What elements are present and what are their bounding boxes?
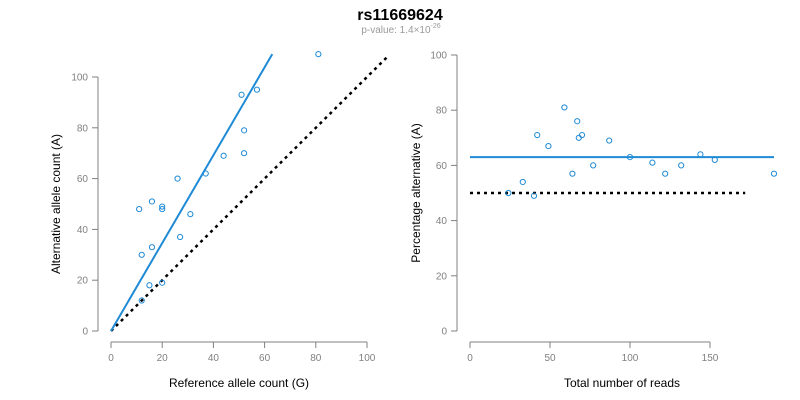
right-data-point — [561, 104, 568, 111]
left-x-tick-label: 80 — [310, 353, 322, 364]
left-x-tick-label: 20 — [157, 353, 169, 364]
right-data-point — [711, 156, 718, 163]
left-y-tick-label: 80 — [77, 123, 89, 134]
left-y-tick-label: 40 — [77, 225, 89, 236]
right-data-point — [505, 189, 512, 197]
right-y-tick-label: 60 — [436, 161, 448, 172]
left-data-point — [159, 205, 166, 213]
left-data-point — [253, 86, 261, 93]
left-x-tick-label: 0 — [108, 353, 114, 364]
right-data-point — [678, 162, 685, 169]
right-data-point — [662, 170, 669, 177]
left-fit-line — [110, 53, 274, 332]
left-data-point — [177, 233, 184, 241]
right-data-point — [770, 170, 778, 177]
right-x-tick-label: 150 — [702, 353, 719, 364]
right-data-point — [569, 170, 576, 177]
left-data-point — [148, 244, 156, 251]
right-x-axis-label: Total number of reads — [564, 376, 680, 390]
left-panel-scatter: 0 20 40 60 80 100 0 20 40 60 80 100 Reference allele… — [49, 51, 389, 390]
left-data-point — [241, 127, 248, 134]
left-y-tick-label: 100 — [71, 73, 88, 84]
left-y-tick-label: 0 — [82, 327, 88, 338]
right-data-point — [590, 162, 597, 169]
left-data-point — [174, 175, 181, 182]
right-data-point — [545, 142, 552, 150]
left-data-point — [146, 282, 153, 289]
left-data-point — [138, 297, 145, 304]
right-x-tick-label: 50 — [544, 353, 556, 364]
left-data-point — [138, 251, 145, 258]
left-data-point — [159, 279, 166, 286]
left-data-point — [241, 150, 248, 157]
left-x-tick-label: 60 — [259, 353, 271, 364]
right-y-tick-label: 20 — [436, 271, 448, 282]
right-x-tick-label: 0 — [467, 353, 473, 364]
right-x-tick-label: 100 — [622, 353, 639, 364]
left-y-tick-label: 60 — [77, 174, 89, 185]
right-data-point — [574, 118, 581, 125]
left-data-point — [136, 205, 143, 213]
right-data-point — [626, 154, 634, 161]
left-data-point — [202, 170, 209, 177]
right-data-point — [578, 131, 586, 139]
left-data-point — [187, 211, 194, 218]
left-x-tick-label: 40 — [208, 353, 220, 364]
right-data-point — [530, 192, 538, 199]
subtitle-prefix: p-value: 1.4×10 — [361, 25, 431, 36]
right-data-point — [606, 137, 613, 144]
left-y-axis-label: Alternative allele count (A) — [49, 134, 63, 274]
left-reference-line — [110, 55, 389, 332]
right-y-tick-label: 80 — [436, 106, 448, 117]
right-y-tick-label: 100 — [430, 51, 447, 62]
right-y-tick-label: 40 — [436, 216, 448, 227]
left-data-point — [159, 203, 166, 210]
right-panel-scatter: 0 50 100 150 0 20 40 60 80 100 Total number of rea… — [409, 51, 778, 390]
left-data-point — [315, 51, 322, 58]
left-y-tick-label: 20 — [77, 276, 89, 287]
right-data-point — [519, 178, 526, 186]
subtitle-exponent: -26 — [431, 23, 441, 30]
left-data-point — [220, 152, 227, 159]
left-data-point — [238, 91, 245, 98]
right-data-point — [534, 131, 541, 139]
left-x-axis-label: Reference allele count (G) — [169, 376, 309, 390]
left-x-tick-label: 100 — [359, 353, 376, 364]
left-data-point — [148, 198, 156, 205]
right-y-axis-label: Percentage alternative (A) — [409, 123, 423, 262]
right-y-tick-label: 0 — [441, 327, 447, 338]
right-data-point — [649, 159, 656, 166]
right-data-point — [697, 151, 704, 158]
chart-subtitle: p-value: 1.4×10-26 — [361, 23, 440, 36]
chart-title: rs11669624 — [357, 7, 443, 24]
